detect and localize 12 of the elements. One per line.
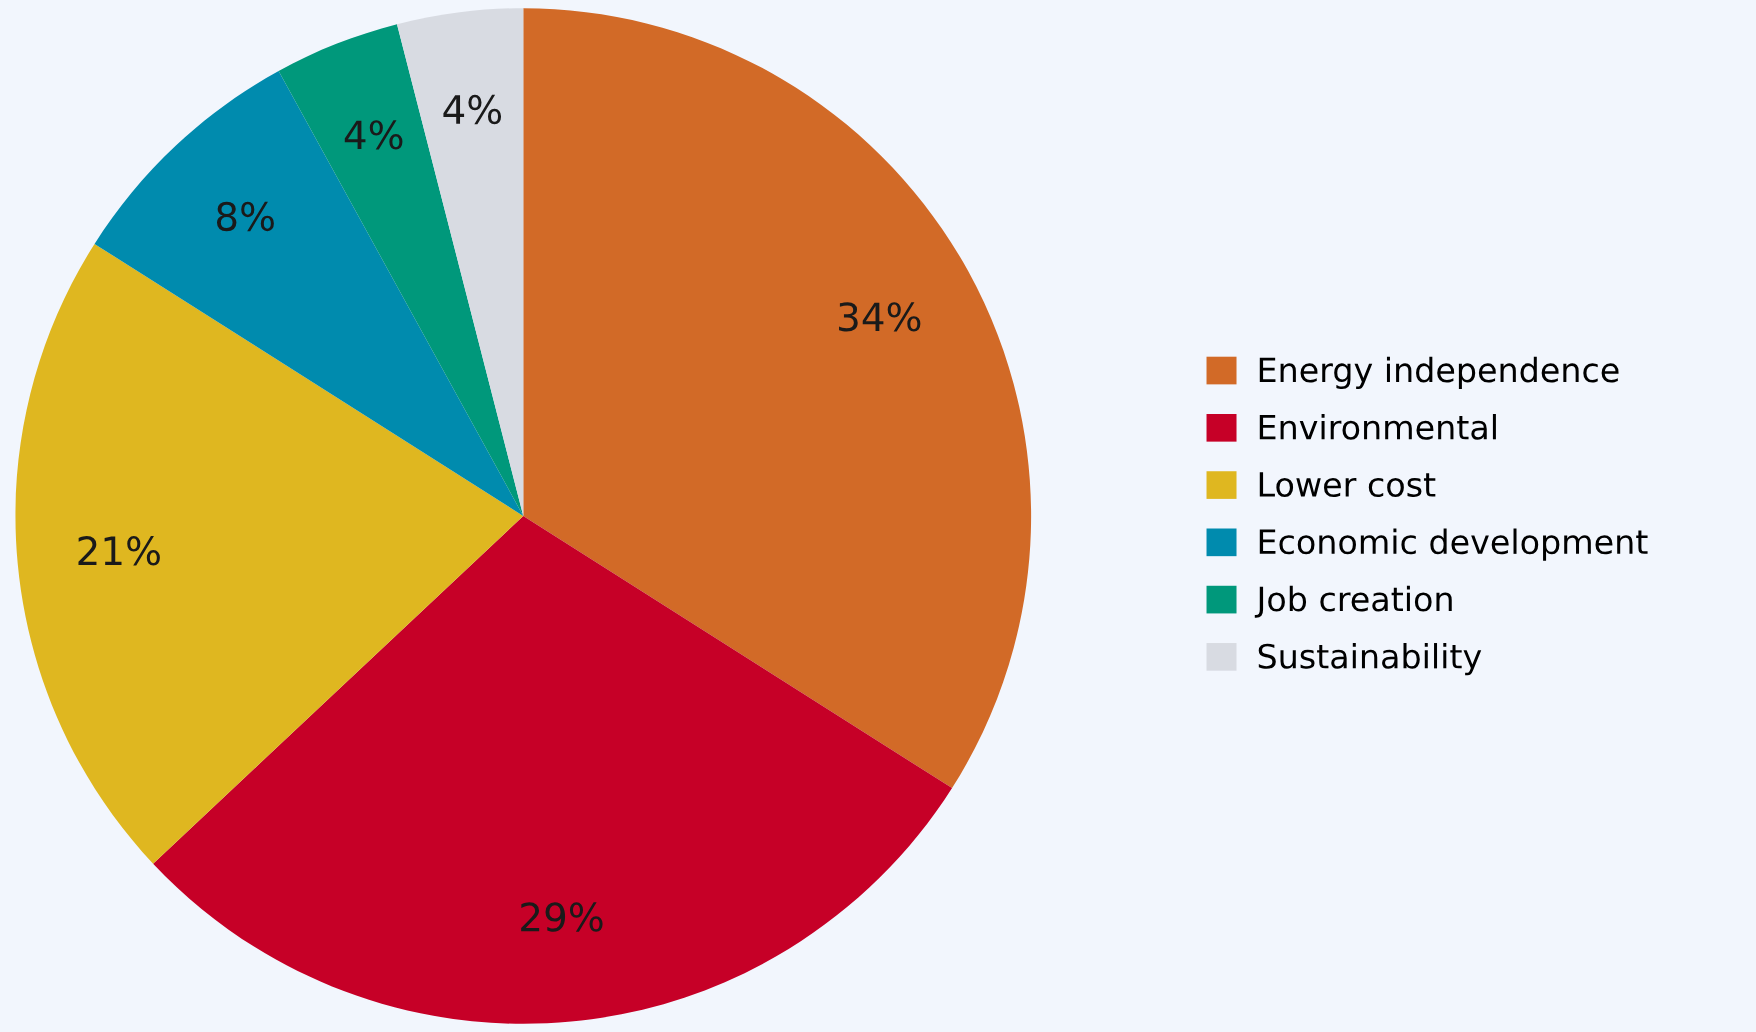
legend-label: Lower cost (1259, 472, 1436, 498)
data-label: 21% (78, 536, 160, 566)
data-label: 34% (839, 302, 921, 332)
data-label: 4% (443, 94, 502, 125)
data-label: 29% (521, 902, 603, 932)
legend-label: Energy independence (1259, 356, 1619, 389)
legend-label: Sustainability (1258, 643, 1482, 676)
data-label: 4% (344, 120, 403, 150)
legend-label: Job creation (1254, 585, 1452, 618)
legend-label: Economic development (1259, 528, 1648, 561)
data-label: 8% (216, 201, 274, 232)
legend-label: Environmental (1259, 413, 1496, 440)
